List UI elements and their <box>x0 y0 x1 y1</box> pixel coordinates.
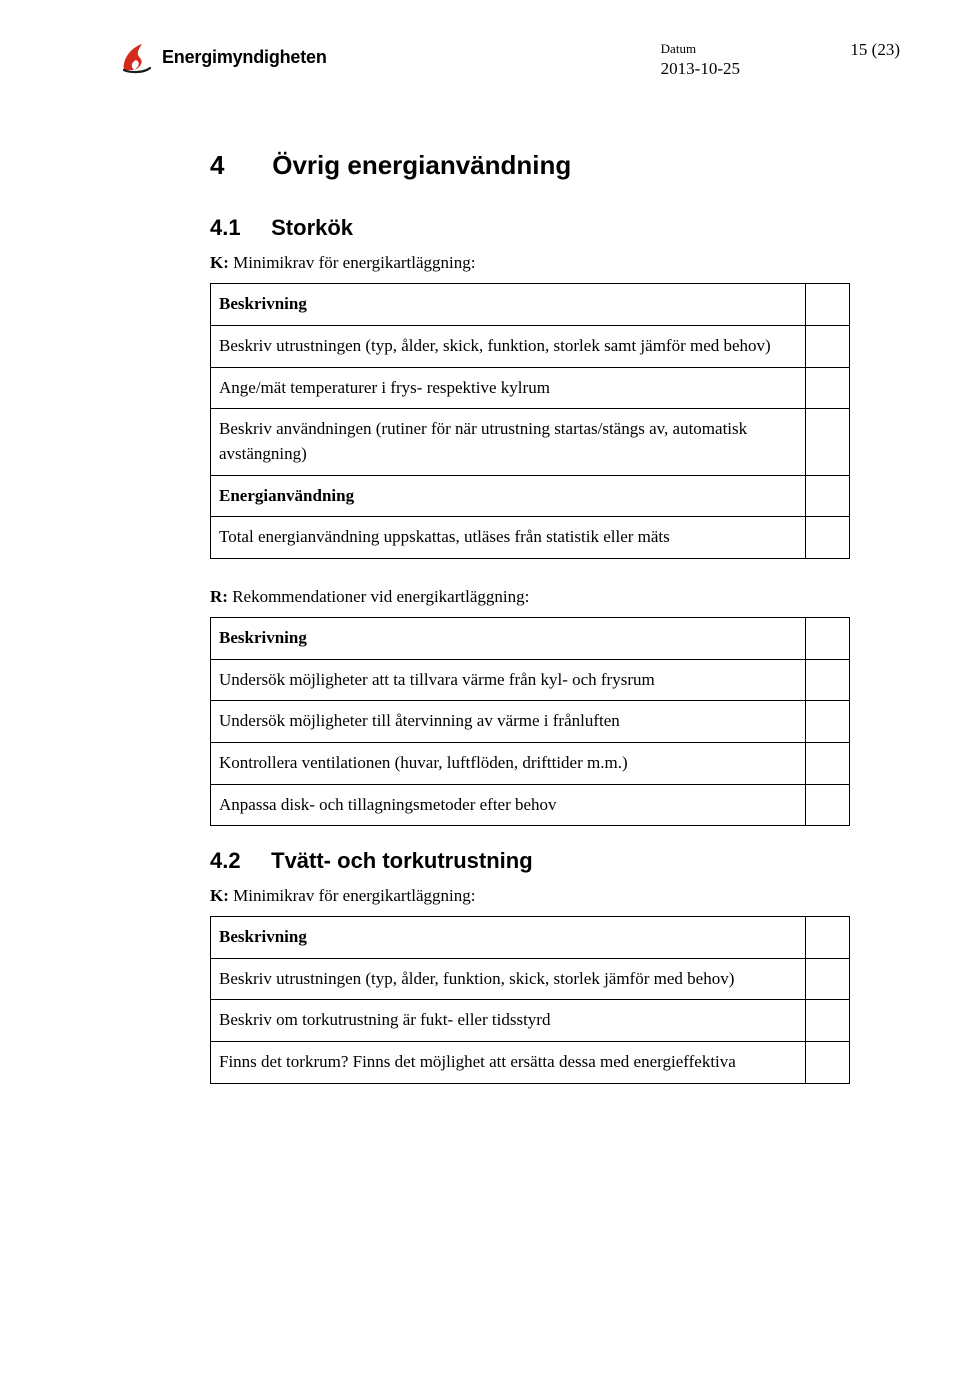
table-header-cell: Energianvändning <box>211 475 806 517</box>
table-row: Beskrivning <box>211 917 850 959</box>
table-row: Beskriv användningen (rutiner för när ut… <box>211 409 850 475</box>
page-number: 15 (23) <box>850 40 900 60</box>
table-cell: Beskriv om torkutrustning är fukt- eller… <box>211 1000 806 1042</box>
table-cell: Total energianvändning uppskattas, utläs… <box>211 517 806 559</box>
section-4-2-title: Tvätt- och torkutrustning <box>271 848 533 873</box>
section-4-2-num: 4.2 <box>210 848 265 874</box>
tick-cell <box>805 659 849 701</box>
tick-cell <box>805 409 849 475</box>
k-prefix: K: <box>210 886 229 905</box>
tick-cell <box>805 617 849 659</box>
table-row: Undersök möjligheter att ta tillvara vär… <box>211 659 850 701</box>
tick-cell <box>805 326 849 368</box>
r-prefix: R: <box>210 587 228 606</box>
table-4-1-k: Beskrivning Beskriv utrustningen (typ, å… <box>210 283 850 558</box>
table-cell: Ange/mät temperaturer i frys- respektive… <box>211 367 806 409</box>
table-header-cell: Beskrivning <box>211 917 806 959</box>
table-cell: Kontrollera ventilationen (huvar, luftfl… <box>211 742 806 784</box>
page: Energimyndigheten Datum 2013-10-25 15 (2… <box>0 0 960 1384</box>
k-prefix: K: <box>210 253 229 272</box>
header-meta: Datum 2013-10-25 <box>661 40 740 80</box>
table-header-cell: Beskrivning <box>211 617 806 659</box>
datum-label: Datum <box>661 40 740 58</box>
table-row: Beskriv utrustningen (typ, ålder, funkti… <box>211 958 850 1000</box>
table-header-cell: Beskrivning <box>211 284 806 326</box>
k-line-4-1: K: Minimikrav för energikartläggning: <box>210 253 860 273</box>
tick-cell <box>805 284 849 326</box>
tick-cell <box>805 367 849 409</box>
table-row: Total energianvändning uppskattas, utläs… <box>211 517 850 559</box>
table-row: Beskriv utrustningen (typ, ålder, skick,… <box>211 326 850 368</box>
table-row: Beskriv om torkutrustning är fukt- eller… <box>211 1000 850 1042</box>
table-row: Beskrivning <box>211 617 850 659</box>
tick-cell <box>805 517 849 559</box>
table-4-1-r: Beskrivning Undersök möjligheter att ta … <box>210 617 850 826</box>
content: 4 Övrig energianvändning 4.1 Storkök K: … <box>210 150 860 1083</box>
section-4-1-num: 4.1 <box>210 215 265 241</box>
page-header: Energimyndigheten Datum 2013-10-25 <box>120 40 860 80</box>
tick-cell <box>805 475 849 517</box>
table-cell: Beskriv användningen (rutiner för när ut… <box>211 409 806 475</box>
table-row: Kontrollera ventilationen (huvar, luftfl… <box>211 742 850 784</box>
header-date: 2013-10-25 <box>661 58 740 81</box>
tick-cell <box>805 958 849 1000</box>
tick-cell <box>805 1042 849 1084</box>
tick-cell <box>805 917 849 959</box>
r-line-4-1: R: Rekommendationer vid energikartläggni… <box>210 587 860 607</box>
section-4-num: 4 <box>210 150 265 181</box>
brand-name: Energimyndigheten <box>162 47 327 68</box>
k-text: Minimikrav för energikartläggning: <box>233 253 475 272</box>
tick-cell <box>805 784 849 826</box>
k-text: Minimikrav för energikartläggning: <box>233 886 475 905</box>
flame-icon <box>120 40 154 74</box>
table-row: Finns det torkrum? Finns det möjlighet a… <box>211 1042 850 1084</box>
section-4-title: Övrig energianvändning <box>272 150 571 180</box>
section-4-heading: 4 Övrig energianvändning <box>210 150 860 181</box>
table-cell: Undersök möjligheter att ta tillvara vär… <box>211 659 806 701</box>
section-4-2-heading: 4.2 Tvätt- och torkutrustning <box>210 848 860 874</box>
table-cell: Undersök möjligheter till återvinning av… <box>211 701 806 743</box>
table-row: Beskrivning <box>211 284 850 326</box>
table-row: Energianvändning <box>211 475 850 517</box>
tick-cell <box>805 701 849 743</box>
tick-cell <box>805 1000 849 1042</box>
brand-logo: Energimyndigheten <box>120 40 327 74</box>
tick-cell <box>805 742 849 784</box>
table-4-2-k: Beskrivning Beskriv utrustningen (typ, å… <box>210 916 850 1084</box>
table-cell: Anpassa disk- och tillagningsmetoder eft… <box>211 784 806 826</box>
k-line-4-2: K: Minimikrav för energikartläggning: <box>210 886 860 906</box>
table-cell: Beskriv utrustningen (typ, ålder, skick,… <box>211 326 806 368</box>
table-cell: Beskriv utrustningen (typ, ålder, funkti… <box>211 958 806 1000</box>
table-row: Undersök möjligheter till återvinning av… <box>211 701 850 743</box>
section-4-1-heading: 4.1 Storkök <box>210 215 860 241</box>
table-cell: Finns det torkrum? Finns det möjlighet a… <box>211 1042 806 1084</box>
table-row: Ange/mät temperaturer i frys- respektive… <box>211 367 850 409</box>
table-row: Anpassa disk- och tillagningsmetoder eft… <box>211 784 850 826</box>
section-4-1-title: Storkök <box>271 215 353 240</box>
r-text: Rekommendationer vid energikartläggning: <box>232 587 529 606</box>
